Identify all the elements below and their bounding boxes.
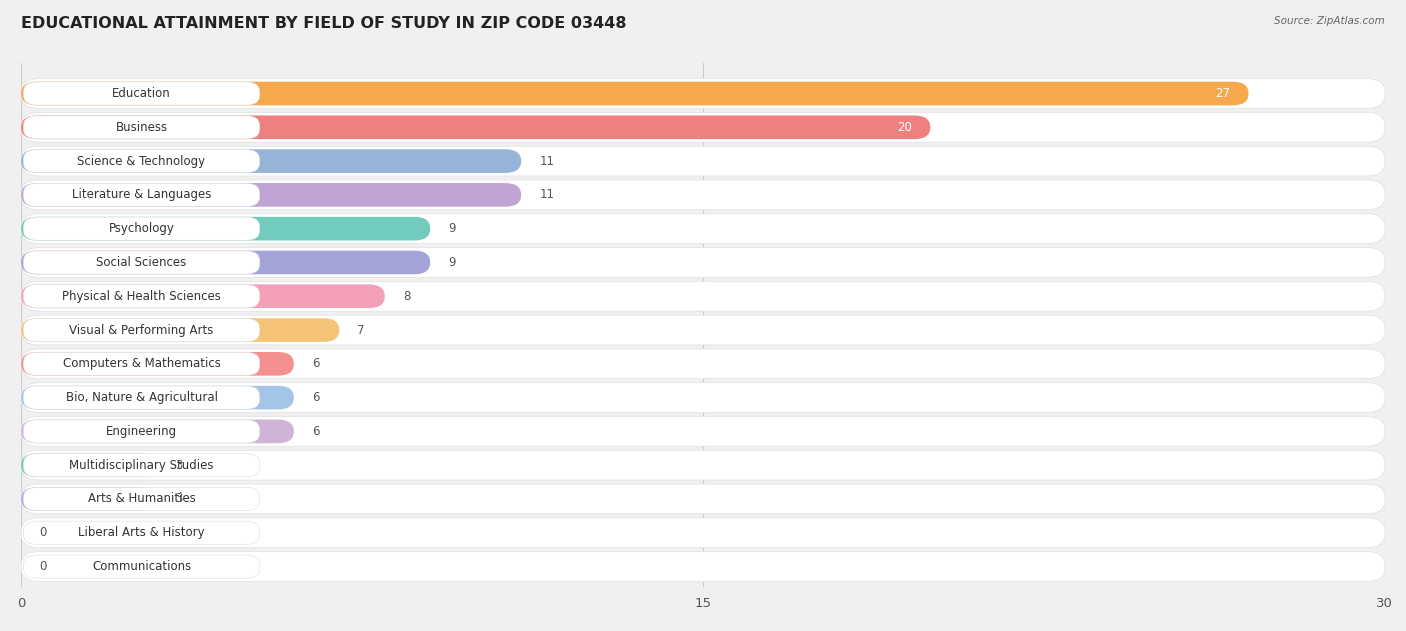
Text: 3: 3 [176, 492, 183, 505]
FancyBboxPatch shape [21, 217, 430, 240]
Text: 20: 20 [897, 121, 912, 134]
FancyBboxPatch shape [21, 386, 294, 410]
FancyBboxPatch shape [24, 420, 260, 443]
Text: Source: ZipAtlas.com: Source: ZipAtlas.com [1274, 16, 1385, 26]
FancyBboxPatch shape [21, 180, 1385, 209]
Text: Engineering: Engineering [105, 425, 177, 438]
FancyBboxPatch shape [21, 115, 931, 139]
Text: 0: 0 [39, 526, 46, 540]
Text: Literature & Languages: Literature & Languages [72, 189, 211, 201]
FancyBboxPatch shape [21, 453, 157, 477]
Text: Arts & Humanities: Arts & Humanities [87, 492, 195, 505]
FancyBboxPatch shape [21, 81, 1249, 105]
Text: Bio, Nature & Agricultural: Bio, Nature & Agricultural [66, 391, 218, 404]
FancyBboxPatch shape [24, 521, 260, 545]
FancyBboxPatch shape [21, 487, 157, 511]
Text: 11: 11 [540, 189, 554, 201]
FancyBboxPatch shape [24, 487, 260, 510]
Text: 6: 6 [312, 357, 319, 370]
Text: Computers & Mathematics: Computers & Mathematics [63, 357, 221, 370]
FancyBboxPatch shape [21, 183, 522, 207]
FancyBboxPatch shape [21, 551, 1385, 581]
Text: Science & Technology: Science & Technology [77, 155, 205, 168]
Text: 11: 11 [540, 155, 554, 168]
Text: EDUCATIONAL ATTAINMENT BY FIELD OF STUDY IN ZIP CODE 03448: EDUCATIONAL ATTAINMENT BY FIELD OF STUDY… [21, 16, 627, 31]
FancyBboxPatch shape [21, 484, 1385, 514]
FancyBboxPatch shape [21, 318, 339, 342]
Text: Psychology: Psychology [108, 222, 174, 235]
Text: Multidisciplinary Studies: Multidisciplinary Studies [69, 459, 214, 472]
FancyBboxPatch shape [24, 454, 260, 477]
Text: Visual & Performing Arts: Visual & Performing Arts [69, 324, 214, 336]
Text: 7: 7 [357, 324, 366, 336]
FancyBboxPatch shape [21, 315, 1385, 345]
FancyBboxPatch shape [21, 349, 1385, 379]
FancyBboxPatch shape [21, 352, 294, 375]
FancyBboxPatch shape [21, 79, 1385, 109]
FancyBboxPatch shape [21, 214, 1385, 244]
FancyBboxPatch shape [24, 352, 260, 375]
Text: 9: 9 [449, 256, 456, 269]
FancyBboxPatch shape [21, 416, 1385, 446]
FancyBboxPatch shape [24, 217, 260, 240]
FancyBboxPatch shape [24, 251, 260, 274]
FancyBboxPatch shape [21, 150, 522, 173]
FancyBboxPatch shape [21, 285, 385, 308]
Text: 8: 8 [404, 290, 411, 303]
FancyBboxPatch shape [24, 150, 260, 173]
FancyBboxPatch shape [24, 555, 260, 578]
Text: Liberal Arts & History: Liberal Arts & History [79, 526, 205, 540]
FancyBboxPatch shape [24, 285, 260, 308]
FancyBboxPatch shape [21, 451, 1385, 480]
Text: Business: Business [115, 121, 167, 134]
FancyBboxPatch shape [21, 281, 1385, 311]
FancyBboxPatch shape [24, 183, 260, 206]
FancyBboxPatch shape [24, 82, 260, 105]
Text: 9: 9 [449, 222, 456, 235]
Text: Social Sciences: Social Sciences [97, 256, 187, 269]
Text: 3: 3 [176, 459, 183, 472]
Text: 27: 27 [1215, 87, 1230, 100]
FancyBboxPatch shape [21, 420, 294, 443]
FancyBboxPatch shape [24, 115, 260, 139]
FancyBboxPatch shape [24, 319, 260, 341]
Text: Physical & Health Sciences: Physical & Health Sciences [62, 290, 221, 303]
FancyBboxPatch shape [21, 518, 1385, 548]
FancyBboxPatch shape [21, 146, 1385, 176]
Text: 6: 6 [312, 391, 319, 404]
FancyBboxPatch shape [24, 386, 260, 410]
FancyBboxPatch shape [21, 383, 1385, 413]
Text: Communications: Communications [91, 560, 191, 573]
Text: Education: Education [112, 87, 172, 100]
FancyBboxPatch shape [21, 251, 430, 274]
FancyBboxPatch shape [21, 112, 1385, 142]
Text: 0: 0 [39, 560, 46, 573]
FancyBboxPatch shape [21, 247, 1385, 277]
Text: 6: 6 [312, 425, 319, 438]
